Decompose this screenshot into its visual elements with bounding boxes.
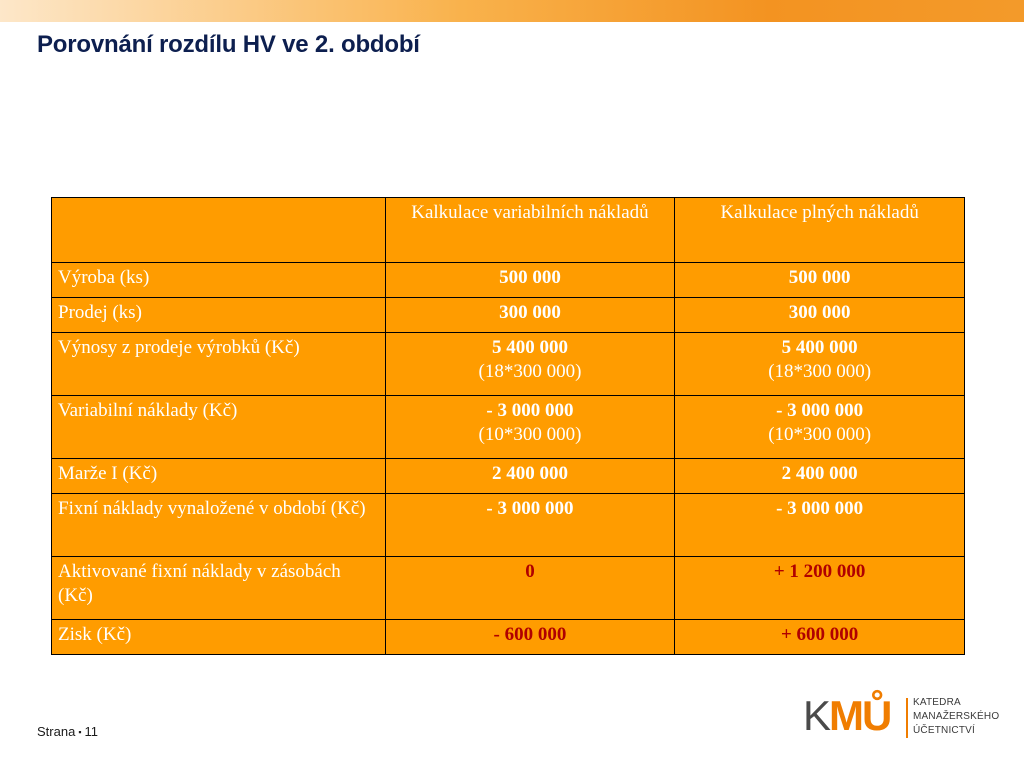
row-label: Fixní náklady vynaložené v období (Kč) — [51, 493, 386, 557]
value-formula: (10*300 000) — [478, 424, 582, 445]
value-main: 300 000 — [499, 302, 561, 323]
logo-line: ÚČETNICTVÍ — [913, 725, 975, 736]
table-row: Variabilní náklady (Kč) - 3 000 000 (10*… — [51, 395, 965, 459]
page-number: 11 — [84, 724, 99, 739]
logo-divider — [906, 698, 908, 738]
value-main: 500 000 — [788, 267, 851, 288]
variable-value-cell: 2 400 000 — [384, 458, 676, 494]
full-value-cell: 2 400 000 — [674, 458, 965, 494]
variable-value-cell: 300 000 — [384, 297, 676, 333]
row-label: Variabilní náklady (Kč) — [51, 395, 386, 459]
table-row: Výroba (ks) 500 000 500 000 — [51, 262, 965, 298]
value-main: - 3 000 000 — [486, 400, 574, 421]
value-main: - 3 000 000 — [486, 498, 574, 519]
logo-letters-mu: MŮ — [829, 692, 892, 739]
variable-value-cell: 5 400 000 (18*300 000) — [384, 332, 676, 396]
value-main-highlight: + 600 000 — [780, 624, 859, 645]
row-label: Aktivované fixní náklady v zásobách (Kč) — [51, 556, 386, 620]
table-row: Aktivované fixní náklady v zásobách (Kč)… — [51, 556, 965, 620]
full-value-cell: 300 000 — [674, 297, 965, 333]
value-formula: (10*300 000) — [768, 424, 872, 445]
variable-value-cell: - 3 000 000 — [384, 493, 676, 557]
full-value-cell: + 600 000 — [674, 619, 965, 655]
comparison-table: Kalkulace variabilních nákladů Kalkulace… — [51, 197, 965, 655]
row-label: Výnosy z prodeje výrobků (Kč) — [51, 332, 386, 396]
page-footer: Strana ▪ 11 — [37, 724, 98, 739]
full-value-cell: - 3 000 000 (10*300 000) — [674, 395, 965, 459]
value-main-highlight: - 600 000 — [493, 624, 567, 645]
value-main: - 3 000 000 — [776, 498, 864, 519]
variable-value-cell: - 3 000 000 (10*300 000) — [384, 395, 676, 459]
table-header-row: Kalkulace variabilních nákladů Kalkulace… — [51, 197, 965, 263]
table-row: Marže I (Kč) 2 400 000 2 400 000 — [51, 458, 965, 494]
full-value-cell: - 3 000 000 — [674, 493, 965, 557]
value-main: 500 000 — [499, 267, 561, 288]
row-label: Prodej (ks) — [51, 297, 386, 333]
footer-separator: ▪ — [78, 727, 82, 737]
value-formula: (18*300 000) — [478, 361, 582, 382]
value-main: 300 000 — [788, 302, 851, 323]
header-variable-costing: Kalkulace variabilních nákladů — [384, 197, 676, 263]
logo-letter-k: K — [803, 692, 831, 739]
table-row: Zisk (Kč) - 600 000 + 600 000 — [51, 619, 965, 655]
logo-letters: KMŮ — [803, 692, 892, 739]
variable-value-cell: - 600 000 — [384, 619, 676, 655]
value-main-highlight: 0 — [525, 561, 535, 582]
logo-line: MANAŽERSKÉHO — [913, 711, 1000, 722]
value-main: 5 400 000 — [781, 337, 858, 358]
value-main: 2 400 000 — [491, 463, 568, 484]
kmu-logo: KMŮ KATEDRA MANAŽERSKÉHO ÚČETNICTVÍ — [803, 690, 1003, 742]
value-main: 2 400 000 — [781, 463, 858, 484]
value-main: 5 400 000 — [491, 337, 568, 358]
header-full-costing: Kalkulace plných nákladů — [674, 197, 965, 263]
full-value-cell: 5 400 000 (18*300 000) — [674, 332, 965, 396]
value-formula: (18*300 000) — [768, 361, 872, 382]
row-label: Zisk (Kč) — [51, 619, 386, 655]
table-row: Fixní náklady vynaložené v období (Kč) -… — [51, 493, 965, 557]
row-label: Výroba (ks) — [51, 262, 386, 298]
top-gradient-bar — [0, 0, 1024, 22]
table-row: Prodej (ks) 300 000 300 000 — [51, 297, 965, 333]
value-main: - 3 000 000 — [776, 400, 864, 421]
full-value-cell: + 1 200 000 — [674, 556, 965, 620]
logo-department-name: KATEDRA MANAŽERSKÉHO ÚČETNICTVÍ — [913, 696, 999, 738]
slide-title: Porovnání rozdílu HV ve 2. období — [37, 31, 420, 58]
logo-line: KATEDRA — [913, 697, 961, 708]
variable-value-cell: 0 — [384, 556, 676, 620]
value-main-highlight: + 1 200 000 — [773, 561, 866, 582]
table-row: Výnosy z prodeje výrobků (Kč) 5 400 000 … — [51, 332, 965, 396]
footer-label: Strana — [37, 724, 76, 739]
full-value-cell: 500 000 — [674, 262, 965, 298]
variable-value-cell: 500 000 — [384, 262, 676, 298]
row-label: Marže I (Kč) — [51, 458, 386, 494]
header-empty-cell — [51, 197, 386, 263]
